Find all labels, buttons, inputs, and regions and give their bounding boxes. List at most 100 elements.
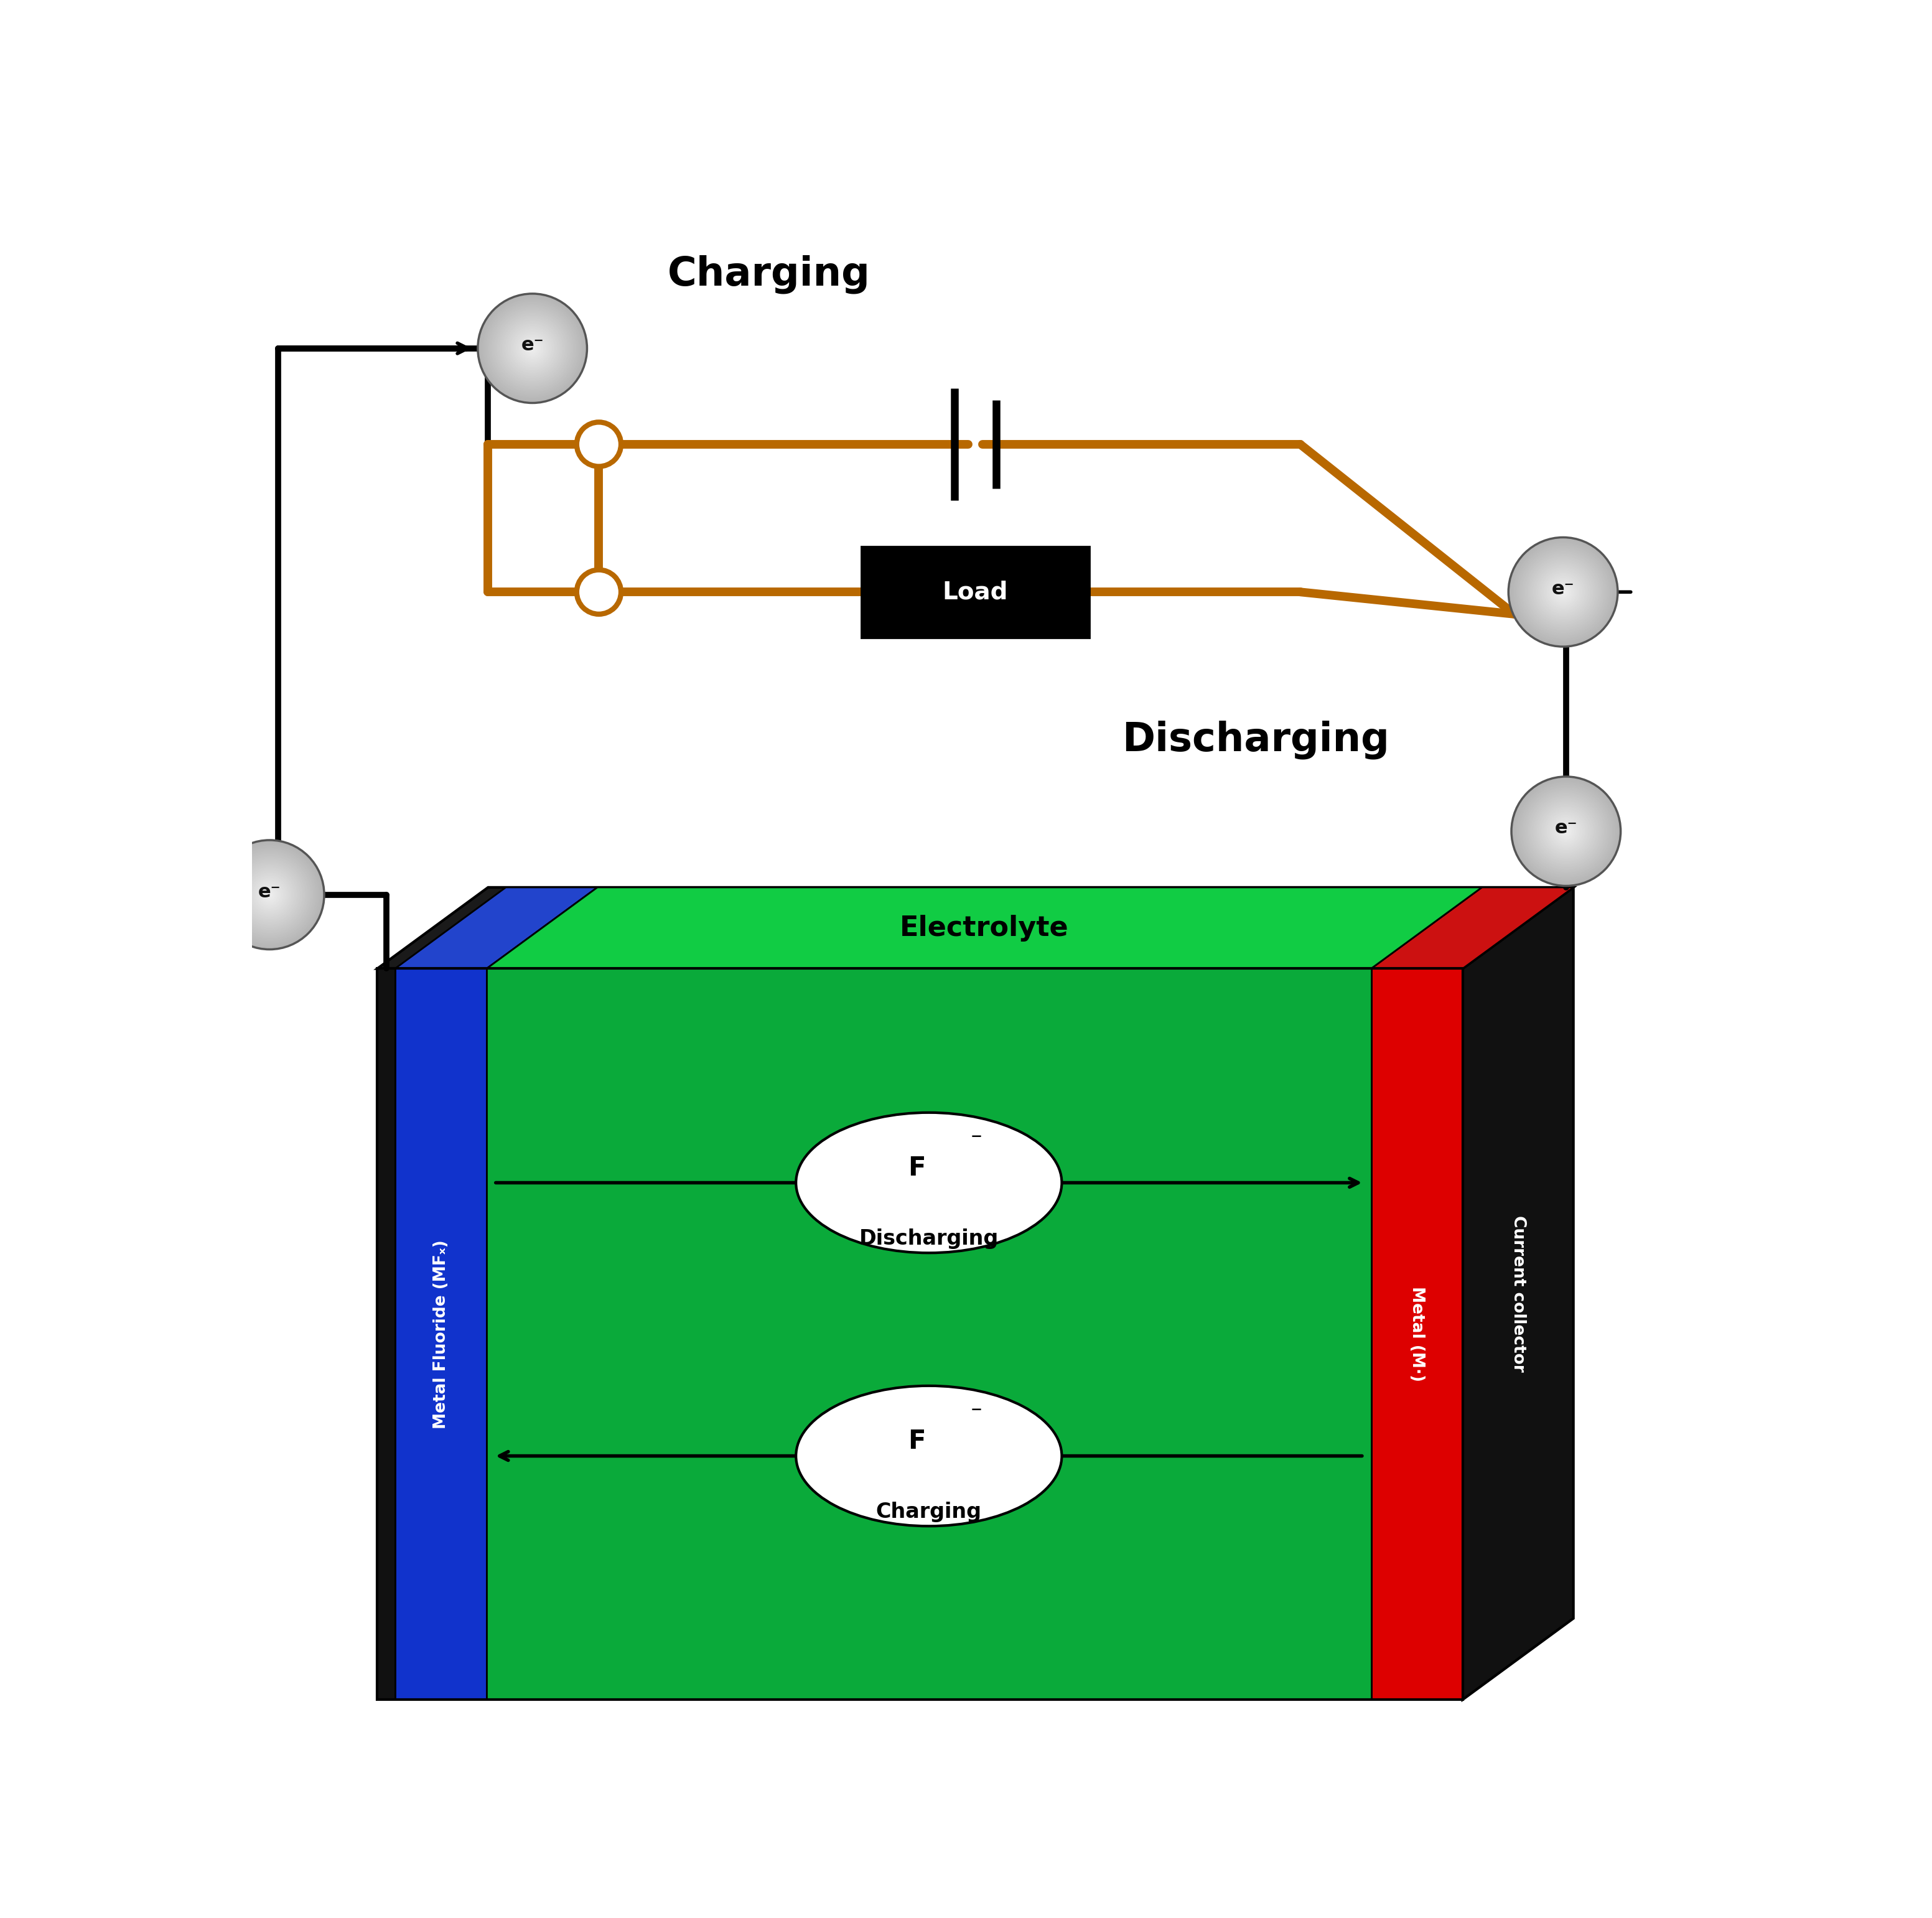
Circle shape	[1546, 573, 1580, 610]
Polygon shape	[394, 888, 597, 969]
Circle shape	[1553, 583, 1573, 602]
Polygon shape	[487, 969, 1372, 1699]
Circle shape	[514, 330, 551, 368]
Polygon shape	[1372, 969, 1463, 1699]
Circle shape	[1532, 798, 1600, 865]
Text: Discharging: Discharging	[860, 1229, 999, 1249]
Polygon shape	[1463, 888, 1573, 1699]
Text: Electrolyte: Electrolyte	[900, 915, 1068, 942]
Circle shape	[251, 877, 288, 913]
Circle shape	[1561, 589, 1565, 595]
Text: F: F	[908, 1155, 925, 1181]
Circle shape	[514, 330, 551, 366]
Polygon shape	[377, 888, 1573, 969]
Polygon shape	[862, 547, 1090, 639]
Circle shape	[524, 339, 543, 359]
Circle shape	[1517, 783, 1615, 880]
Circle shape	[232, 857, 307, 932]
Circle shape	[1534, 564, 1592, 621]
Circle shape	[1532, 560, 1594, 623]
Ellipse shape	[796, 1112, 1063, 1252]
Circle shape	[529, 345, 535, 351]
Circle shape	[265, 890, 274, 900]
Circle shape	[485, 301, 580, 397]
Circle shape	[1548, 813, 1584, 850]
Circle shape	[510, 324, 556, 372]
Circle shape	[1538, 802, 1594, 859]
Polygon shape	[487, 888, 1482, 969]
Circle shape	[1530, 560, 1596, 625]
Circle shape	[1528, 792, 1604, 869]
Circle shape	[1538, 566, 1588, 618]
Circle shape	[232, 857, 307, 932]
Circle shape	[491, 307, 574, 389]
Circle shape	[531, 347, 533, 349]
Circle shape	[506, 322, 558, 374]
Circle shape	[1546, 811, 1586, 852]
Circle shape	[477, 293, 587, 403]
Circle shape	[527, 343, 537, 353]
Circle shape	[1538, 804, 1594, 859]
Circle shape	[487, 303, 578, 393]
Circle shape	[1544, 809, 1588, 854]
Text: Metal Fluoride (MFₓ): Metal Fluoride (MFₓ)	[433, 1239, 448, 1429]
Circle shape	[1515, 545, 1611, 641]
Text: e⁻: e⁻	[1555, 819, 1577, 838]
Circle shape	[576, 570, 620, 614]
Text: F: F	[908, 1429, 925, 1454]
Text: e⁻: e⁻	[259, 882, 280, 901]
Circle shape	[481, 297, 583, 401]
Circle shape	[255, 880, 284, 909]
Circle shape	[228, 854, 311, 936]
Text: ⁻: ⁻	[970, 1404, 981, 1425]
Circle shape	[516, 332, 549, 364]
Circle shape	[1509, 537, 1617, 646]
Circle shape	[224, 850, 315, 940]
Circle shape	[234, 859, 305, 930]
Circle shape	[1534, 800, 1598, 863]
Circle shape	[245, 871, 294, 919]
Circle shape	[1555, 821, 1577, 842]
Circle shape	[527, 343, 537, 353]
Circle shape	[510, 326, 554, 370]
Circle shape	[242, 867, 298, 923]
Circle shape	[1548, 811, 1584, 850]
Circle shape	[1519, 547, 1607, 637]
Circle shape	[242, 867, 298, 923]
Circle shape	[1551, 581, 1575, 602]
Circle shape	[251, 877, 288, 913]
Circle shape	[1515, 543, 1611, 641]
Circle shape	[1536, 802, 1596, 861]
Polygon shape	[1372, 888, 1573, 969]
Circle shape	[1534, 798, 1600, 863]
Circle shape	[249, 875, 290, 915]
Circle shape	[1549, 815, 1582, 848]
Circle shape	[1544, 807, 1590, 854]
Circle shape	[1557, 823, 1575, 840]
Circle shape	[222, 848, 317, 942]
Circle shape	[253, 878, 286, 911]
Circle shape	[1519, 549, 1607, 635]
Circle shape	[502, 318, 562, 378]
Circle shape	[1528, 558, 1598, 625]
Circle shape	[1561, 827, 1571, 836]
Circle shape	[226, 852, 313, 938]
Circle shape	[479, 295, 585, 401]
Circle shape	[1515, 779, 1617, 882]
Circle shape	[1540, 570, 1586, 616]
Circle shape	[1559, 825, 1573, 838]
Circle shape	[495, 311, 570, 387]
Circle shape	[518, 334, 547, 363]
Circle shape	[493, 309, 572, 387]
Circle shape	[512, 328, 553, 368]
Text: Discharging: Discharging	[1122, 721, 1389, 760]
Circle shape	[1524, 788, 1607, 873]
Circle shape	[524, 339, 541, 357]
Circle shape	[247, 873, 292, 917]
Text: Charging: Charging	[875, 1502, 981, 1523]
Circle shape	[1553, 819, 1578, 844]
Circle shape	[1561, 827, 1571, 836]
Circle shape	[1509, 539, 1617, 644]
Circle shape	[247, 871, 294, 919]
Circle shape	[1559, 589, 1567, 596]
